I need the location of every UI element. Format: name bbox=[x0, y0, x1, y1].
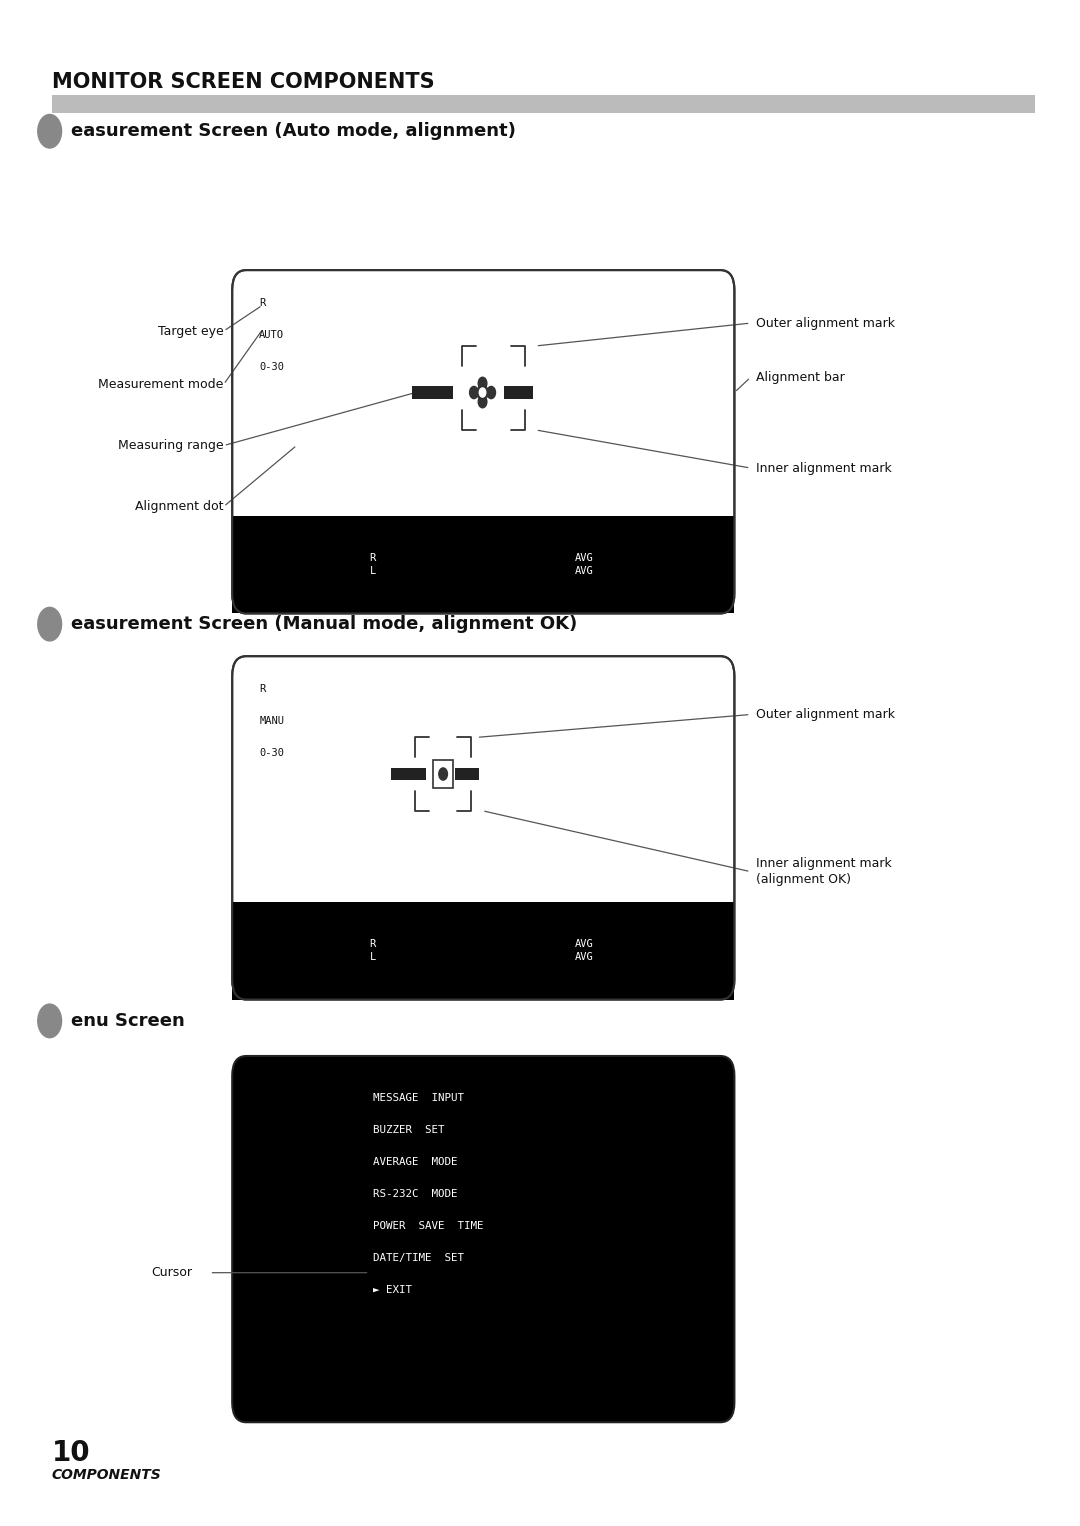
Text: DATE/TIME  SET: DATE/TIME SET bbox=[373, 1253, 463, 1264]
Circle shape bbox=[470, 386, 478, 398]
Circle shape bbox=[478, 395, 487, 407]
Text: Inner alignment mark
(alignment OK): Inner alignment mark (alignment OK) bbox=[756, 858, 892, 887]
FancyBboxPatch shape bbox=[232, 1056, 734, 1422]
Text: AUTO: AUTO bbox=[259, 330, 284, 340]
FancyBboxPatch shape bbox=[232, 270, 734, 613]
Text: ► EXIT: ► EXIT bbox=[373, 1285, 411, 1296]
Text: MESSAGE  INPUT: MESSAGE INPUT bbox=[373, 1093, 463, 1103]
Text: enu Screen: enu Screen bbox=[71, 1012, 185, 1030]
Text: Cursor: Cursor bbox=[151, 1267, 192, 1279]
Circle shape bbox=[478, 377, 487, 389]
Circle shape bbox=[480, 388, 486, 397]
Bar bbox=[504, 386, 532, 400]
Text: easurement Screen (Manual mode, alignment OK): easurement Screen (Manual mode, alignmen… bbox=[71, 615, 578, 633]
Text: 10: 10 bbox=[52, 1439, 91, 1466]
Text: MANU: MANU bbox=[259, 716, 284, 726]
Text: Outer alignment mark: Outer alignment mark bbox=[756, 316, 895, 330]
Bar bbox=[413, 386, 454, 400]
Text: Inner alignment mark: Inner alignment mark bbox=[756, 461, 892, 475]
Circle shape bbox=[477, 385, 488, 400]
Bar bbox=[232, 902, 734, 1000]
Text: COMPONENTS: COMPONENTS bbox=[52, 1468, 162, 1482]
Bar bbox=[455, 768, 478, 780]
Text: Alignment dot: Alignment dot bbox=[135, 501, 224, 513]
Text: easurement Screen (Auto mode, alignment): easurement Screen (Auto mode, alignment) bbox=[71, 122, 516, 140]
Text: Measuring range: Measuring range bbox=[118, 439, 224, 452]
Text: R: R bbox=[259, 684, 266, 694]
Text: MONITOR SCREEN COMPONENTS: MONITOR SCREEN COMPONENTS bbox=[52, 72, 434, 92]
Circle shape bbox=[38, 114, 62, 148]
Text: RS-232C  MODE: RS-232C MODE bbox=[373, 1189, 457, 1199]
Circle shape bbox=[38, 607, 62, 641]
Text: 0-30: 0-30 bbox=[259, 362, 284, 372]
Text: 0-30: 0-30 bbox=[259, 748, 284, 758]
Text: POWER  SAVE  TIME: POWER SAVE TIME bbox=[373, 1221, 484, 1231]
Text: AVG
AVG: AVG AVG bbox=[575, 940, 593, 961]
Text: BUZZER  SET: BUZZER SET bbox=[373, 1125, 444, 1135]
Bar bbox=[433, 760, 453, 787]
Circle shape bbox=[438, 768, 447, 780]
Text: Outer alignment mark: Outer alignment mark bbox=[756, 708, 895, 720]
Text: R
L: R L bbox=[369, 940, 376, 961]
FancyBboxPatch shape bbox=[232, 656, 734, 1000]
Text: Target eye: Target eye bbox=[158, 325, 224, 337]
Text: AVG
AVG: AVG AVG bbox=[575, 554, 593, 575]
Bar bbox=[232, 516, 734, 613]
Bar bbox=[391, 768, 426, 780]
Text: Alignment bar: Alignment bar bbox=[756, 371, 845, 383]
Bar bbox=[52, 95, 1035, 113]
Text: R: R bbox=[259, 298, 266, 308]
Text: Measurement mode: Measurement mode bbox=[98, 378, 224, 391]
Text: R
L: R L bbox=[369, 554, 376, 575]
Circle shape bbox=[487, 386, 496, 398]
Text: AVERAGE  MODE: AVERAGE MODE bbox=[373, 1157, 457, 1167]
Circle shape bbox=[38, 1004, 62, 1038]
